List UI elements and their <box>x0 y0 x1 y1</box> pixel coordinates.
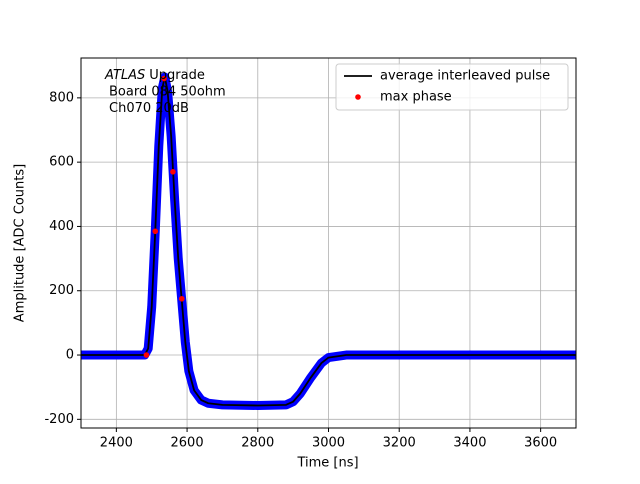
y-tick-label: 200 <box>49 283 74 298</box>
y-axis-label: Amplitude [ADC Counts] <box>13 164 28 322</box>
max-phase-point <box>178 295 185 302</box>
y-tick-label: 600 <box>49 155 74 170</box>
x-tick-label: 3400 <box>453 436 486 451</box>
y-tick-label: 800 <box>49 90 74 105</box>
x-axis-label: Time [ns] <box>296 456 358 471</box>
max-phase-point <box>152 228 159 235</box>
legend-label: average interleaved pulse <box>380 69 550 84</box>
legend-marker <box>355 94 361 100</box>
average-line <box>81 76 576 407</box>
x-tick-label: 2400 <box>100 436 133 451</box>
x-tick-label: 3000 <box>312 436 345 451</box>
x-tick-label: 3600 <box>524 436 557 451</box>
max-phase-point <box>161 75 167 82</box>
x-tick-label: 2600 <box>171 436 204 451</box>
annotation-text: Board 084 50ohm <box>109 85 226 100</box>
max-phase-point <box>143 352 150 358</box>
annotation: ATLAS Upgrade <box>104 68 205 83</box>
annotation-text: Ch070 20dB <box>109 101 189 116</box>
y-tick-label: -200 <box>44 412 74 427</box>
plot-frame <box>80 57 577 429</box>
y-tick-label: 400 <box>49 219 74 234</box>
legend-box <box>335 63 569 111</box>
annotation-text: Upgrade <box>149 68 205 83</box>
legend-label: max phase <box>380 90 452 105</box>
annotation-italic: ATLAS <box>104 68 145 83</box>
max-phase-point <box>170 168 176 175</box>
x-tick-label: 2800 <box>241 436 274 451</box>
y-tick-label: 0 <box>66 348 74 363</box>
x-tick-label: 3200 <box>383 436 416 451</box>
